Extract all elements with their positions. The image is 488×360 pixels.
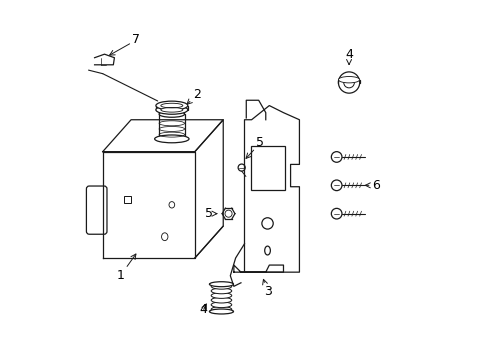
Ellipse shape xyxy=(209,309,233,314)
FancyBboxPatch shape xyxy=(86,186,107,234)
Ellipse shape xyxy=(159,111,184,117)
Circle shape xyxy=(224,210,232,217)
Text: 6: 6 xyxy=(365,179,379,192)
Text: 2: 2 xyxy=(186,89,200,104)
Circle shape xyxy=(262,218,273,229)
Text: 7: 7 xyxy=(109,33,140,55)
Text: 3: 3 xyxy=(262,279,271,298)
Ellipse shape xyxy=(211,302,231,307)
Ellipse shape xyxy=(156,101,187,110)
Text: 1: 1 xyxy=(116,254,136,282)
Text: 5: 5 xyxy=(204,207,217,220)
Text: 5: 5 xyxy=(245,136,264,158)
Ellipse shape xyxy=(154,135,189,143)
Circle shape xyxy=(331,180,341,191)
Ellipse shape xyxy=(338,77,359,83)
Ellipse shape xyxy=(264,246,270,255)
Bar xyxy=(123,195,131,203)
Ellipse shape xyxy=(238,164,244,171)
Text: 4: 4 xyxy=(200,303,207,316)
Ellipse shape xyxy=(211,293,231,298)
Ellipse shape xyxy=(161,233,167,240)
Text: 4: 4 xyxy=(345,48,352,64)
Ellipse shape xyxy=(161,108,183,112)
Circle shape xyxy=(331,208,341,219)
Ellipse shape xyxy=(343,77,354,88)
Circle shape xyxy=(331,152,341,162)
Ellipse shape xyxy=(211,283,231,289)
Ellipse shape xyxy=(211,288,231,294)
Ellipse shape xyxy=(169,202,174,208)
Ellipse shape xyxy=(211,297,231,303)
Ellipse shape xyxy=(211,306,231,312)
Ellipse shape xyxy=(156,105,187,114)
Ellipse shape xyxy=(209,282,233,287)
Ellipse shape xyxy=(338,72,359,93)
Bar xyxy=(250,145,284,190)
